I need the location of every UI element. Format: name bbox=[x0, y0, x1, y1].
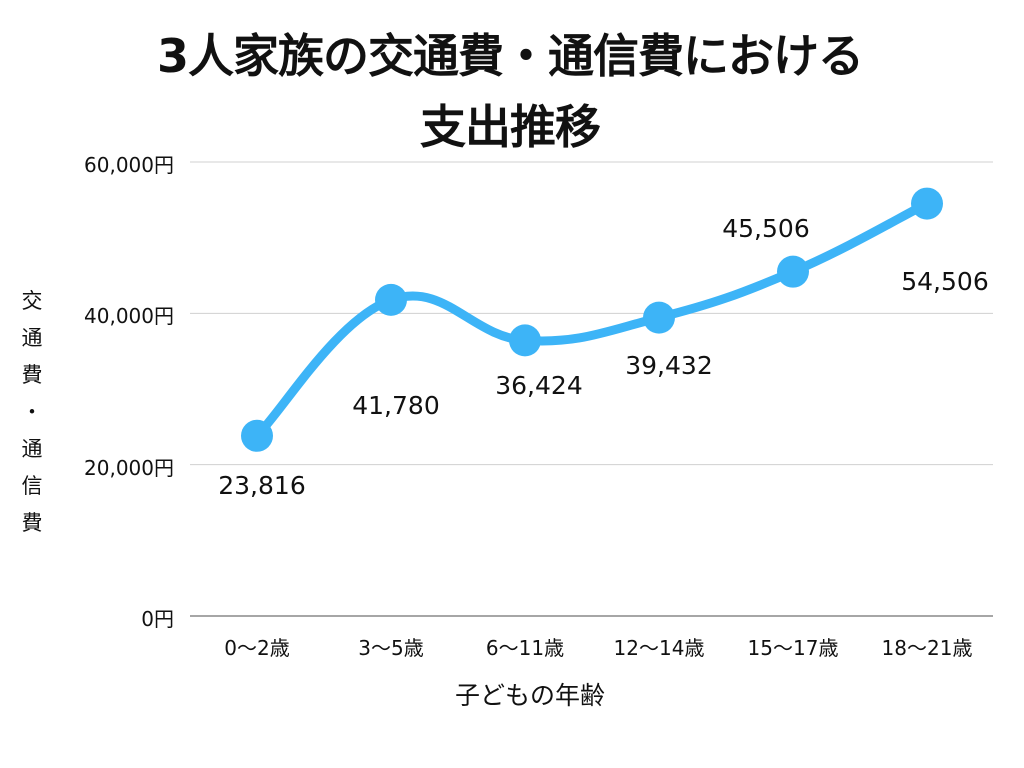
data-value-label: 36,424 bbox=[495, 371, 583, 401]
data-point-marker bbox=[777, 255, 809, 288]
gridlines bbox=[190, 161, 993, 617]
data-point-marker bbox=[509, 324, 541, 357]
y-label-char: 通 bbox=[21, 437, 43, 461]
series-line bbox=[252, 199, 932, 441]
x-tick-label: 15〜17歳 bbox=[747, 636, 839, 660]
y-label-char: 費 bbox=[21, 511, 43, 535]
data-point-marker bbox=[911, 187, 943, 220]
y-tick-label: 60,000円 bbox=[84, 153, 174, 177]
y-tick-label: 20,000円 bbox=[84, 455, 174, 480]
data-point-marker bbox=[375, 283, 407, 316]
x-tick-label: 18〜21歳 bbox=[881, 636, 973, 660]
data-value-label: 39,432 bbox=[625, 350, 713, 380]
x-tick-label: 12〜14歳 bbox=[613, 636, 705, 660]
x-tick-label: 3〜5歳 bbox=[358, 636, 424, 660]
y-label-char: ・ bbox=[21, 400, 43, 424]
x-tick-label: 0〜2歳 bbox=[224, 636, 290, 660]
y-label-char: 交 bbox=[21, 289, 43, 313]
y-label-char: 信 bbox=[21, 474, 43, 498]
data-point-marker bbox=[241, 419, 273, 452]
chart-title-line-1: 3人家族の交通費・通信費における bbox=[156, 29, 864, 83]
x-axis-label: 子どもの年齢 bbox=[454, 681, 605, 710]
data-point-marker bbox=[643, 301, 675, 334]
y-tick-label: 0円 bbox=[141, 607, 174, 631]
data-value-label: 54,506 bbox=[901, 266, 989, 296]
data-value-label: 41,780 bbox=[352, 390, 440, 420]
y-label-char: 費 bbox=[21, 363, 43, 387]
chart-title-line-2: 支出推移 bbox=[420, 100, 601, 154]
series-markers bbox=[241, 187, 943, 452]
y-label-char: 通 bbox=[21, 326, 43, 350]
y-axis-label: 交通費・通信費 bbox=[18, 286, 46, 545]
data-value-label: 23,816 bbox=[218, 470, 306, 500]
y-tick-label: 40,000円 bbox=[84, 304, 174, 329]
x-tick-label: 6〜11歳 bbox=[485, 636, 565, 660]
data-value-label: 45,506 bbox=[722, 213, 810, 243]
